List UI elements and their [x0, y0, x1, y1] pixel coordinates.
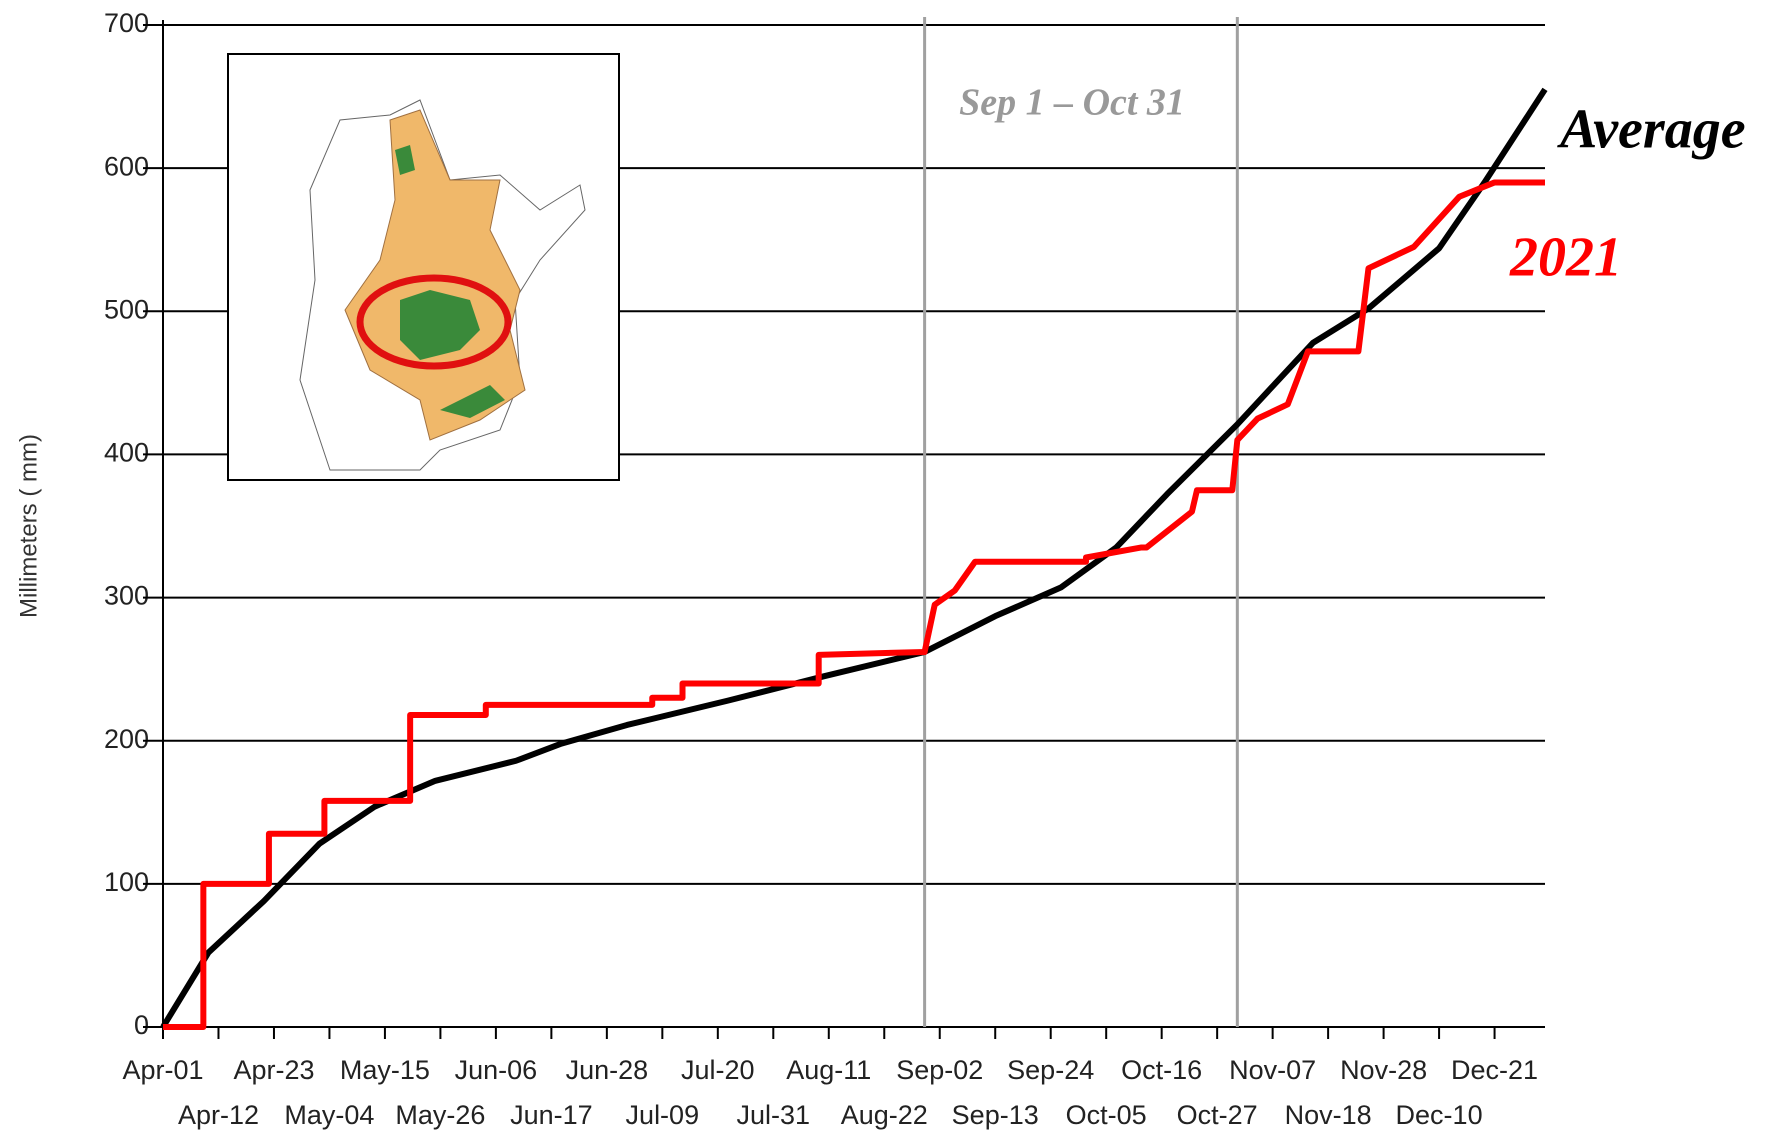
- x-tick-label: Aug-11: [786, 1055, 871, 1085]
- map-green: [395, 145, 505, 418]
- x-tick-label: Oct-27: [1177, 1100, 1258, 1130]
- y-tick-label: 400: [104, 438, 149, 468]
- x-tick-label: Sep-24: [1007, 1055, 1094, 1085]
- x-tick-label: Dec-21: [1451, 1055, 1538, 1085]
- x-tick-label: May-04: [284, 1100, 374, 1130]
- x-tick-label: Nov-28: [1340, 1055, 1427, 1085]
- y-tick-label: 200: [104, 724, 149, 754]
- y-tick-label: 700: [104, 8, 149, 38]
- series-label: 2021: [1509, 226, 1622, 288]
- annotation: Sep 1 – Oct 31: [959, 82, 1185, 124]
- map-highlight: [356, 274, 512, 370]
- y-tick-label: 300: [104, 581, 149, 611]
- series-line: [160, 87, 1548, 1029]
- x-tick-label: Jun-28: [566, 1055, 649, 1085]
- series-label: Average: [1557, 98, 1746, 160]
- grid: 0 100 200 300 400 500 600 700 Apr-01 Apr-12 Apr-23…: [104, 8, 1545, 1130]
- x-tick-label: Sep-02: [896, 1055, 983, 1085]
- x-tick-label: Jun-17: [510, 1100, 593, 1130]
- x-tick-label: Jul-31: [737, 1100, 811, 1130]
- y-tick-label: 0: [134, 1010, 149, 1040]
- x-tick-label: Jul-09: [626, 1100, 700, 1130]
- x-tick-label: Apr-23: [233, 1055, 314, 1085]
- x-tick-label: May-26: [395, 1100, 485, 1130]
- x-tick-label: Dec-10: [1396, 1100, 1483, 1130]
- x-tick-label: Apr-01: [122, 1055, 203, 1085]
- x-tick-label: Oct-05: [1066, 1100, 1147, 1130]
- x-tick-label: Aug-22: [841, 1100, 928, 1130]
- y-tick-label: 100: [104, 867, 149, 897]
- x-tick-label: Oct-16: [1121, 1055, 1202, 1085]
- x-tick-label: Jul-20: [681, 1055, 755, 1085]
- y-tick-label: 500: [104, 294, 149, 324]
- y-tick-label: 600: [104, 151, 149, 181]
- y-axis-label: Millimeters ( mm): [15, 434, 42, 618]
- series-line: [163, 179, 1545, 1030]
- inset-map: [227, 53, 620, 481]
- plot: Average 2021: [160, 17, 1746, 1030]
- x-tick-label: Nov-18: [1285, 1100, 1372, 1130]
- x-tick-label: Apr-12: [178, 1100, 259, 1130]
- x-tick-label: Nov-07: [1229, 1055, 1316, 1085]
- x-tick-label: Sep-13: [952, 1100, 1039, 1130]
- x-tick-label: May-15: [340, 1055, 430, 1085]
- x-tick-label: Jun-06: [455, 1055, 538, 1085]
